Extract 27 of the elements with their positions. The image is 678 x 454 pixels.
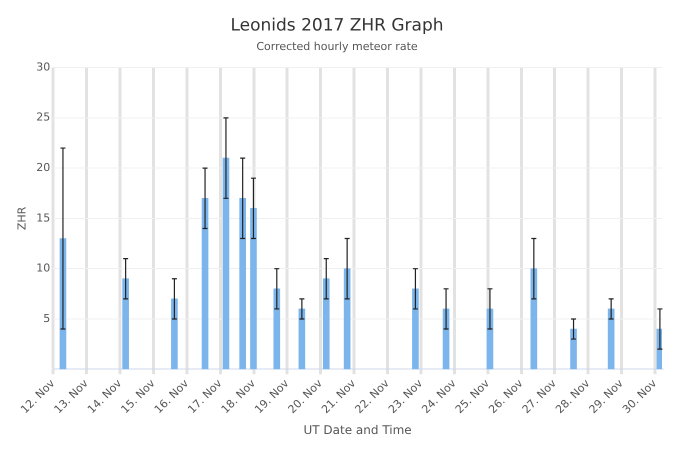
- chart-subtitle: Corrected hourly meteor rate: [256, 40, 418, 53]
- bar: [608, 308, 614, 370]
- bar: [60, 238, 66, 370]
- y-axis-title: ZHR: [15, 206, 28, 230]
- chart-title: Leonids 2017 ZHR Graph: [230, 16, 444, 36]
- bar: [250, 208, 257, 370]
- x-axis-title: UT Date and Time: [304, 422, 412, 437]
- bar: [322, 278, 330, 370]
- y-tick-label: 25: [36, 110, 50, 124]
- bar: [298, 308, 306, 370]
- bar: [122, 278, 129, 370]
- bar: [344, 268, 350, 370]
- bar: [486, 308, 494, 370]
- y-tick-label: 30: [36, 60, 50, 74]
- y-tick-label: 15: [36, 211, 50, 224]
- y-tick-label: 10: [36, 262, 50, 275]
- bar: [530, 268, 538, 370]
- y-tick-label: 20: [36, 161, 50, 174]
- bar: [222, 158, 230, 370]
- bar: [239, 198, 246, 370]
- bar: [171, 298, 178, 370]
- bar: [442, 308, 450, 370]
- bar: [273, 288, 280, 370]
- bar: [412, 288, 419, 370]
- y-tick-label: 5: [43, 312, 50, 325]
- bar: [202, 198, 208, 370]
- bar: [570, 328, 577, 370]
